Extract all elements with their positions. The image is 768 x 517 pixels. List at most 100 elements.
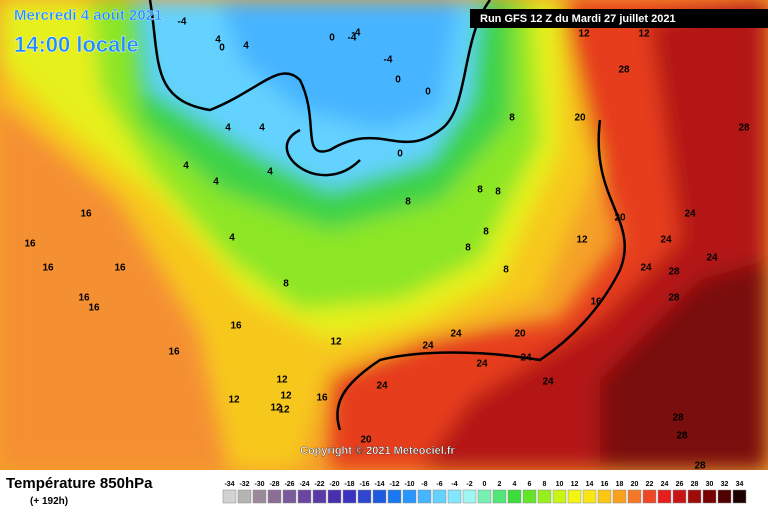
isotherm-label: 24 <box>542 377 554 388</box>
legend-label: 10 <box>556 481 564 488</box>
legend-label: -18 <box>344 481 354 488</box>
legend-swatch <box>642 489 657 504</box>
legend-label: -10 <box>404 481 414 488</box>
isotherm-label: 16 <box>114 263 126 274</box>
isotherm-label: 16 <box>316 393 328 404</box>
isotherm-label: 24 <box>684 209 696 220</box>
legend-swatch <box>417 489 432 504</box>
legend-swatch <box>507 489 522 504</box>
isotherm-label: 8 <box>495 187 501 198</box>
legend-swatch <box>492 489 507 504</box>
legend-label: 4 <box>513 481 517 488</box>
isotherm-label: 4 <box>213 177 219 188</box>
isotherm-label: 24 <box>660 235 672 246</box>
isotherm-label: 16 <box>78 293 90 304</box>
legend-swatch <box>312 489 327 504</box>
isotherm-label: 8 <box>477 185 483 196</box>
isotherm-label: 28 <box>738 123 750 134</box>
legend-label: 8 <box>543 481 547 488</box>
isotherm-label: 4 <box>243 41 249 52</box>
isotherm-label: 16 <box>230 321 242 332</box>
legend-swatch <box>297 489 312 504</box>
isotherm-label: 16 <box>42 263 54 274</box>
copyright: Copyright © 2021 Meteociel.fr <box>300 445 456 457</box>
isotherm-label: 16 <box>24 239 36 250</box>
run-info: Run GFS 12 Z du Mardi 27 juillet 2021 <box>480 13 676 25</box>
legend-label: 18 <box>616 481 624 488</box>
isotherm-label: 12 <box>270 403 282 414</box>
isotherm-label: 4 <box>215 35 221 46</box>
legend-label: -14 <box>374 481 384 488</box>
legend-swatch <box>597 489 612 504</box>
legend-label: 2 <box>498 481 502 488</box>
legend-swatch <box>447 489 462 504</box>
isotherm-label: 8 <box>509 113 515 124</box>
isotherm-label: 24 <box>450 329 462 340</box>
legend-label: -6 <box>436 481 442 488</box>
isotherm-label: 28 <box>676 431 688 442</box>
legend-swatch <box>462 489 477 504</box>
isotherm-label: 20 <box>614 213 626 224</box>
legend-swatch <box>522 489 537 504</box>
footer-lead: (+ 192h) <box>30 496 68 507</box>
isotherm-label: -4 <box>348 33 357 44</box>
legend-label: -32 <box>239 481 249 488</box>
legend-label: 34 <box>736 481 744 488</box>
legend-swatch <box>267 489 282 504</box>
legend-swatch <box>387 489 402 504</box>
forecast-time: 14:00 locale <box>14 32 139 57</box>
legend-label: 6 <box>528 481 532 488</box>
isotherm-label: 28 <box>668 267 680 278</box>
isotherm-label: 12 <box>276 375 288 386</box>
isotherm-label: 0 <box>425 87 431 98</box>
isotherm-label: -4 <box>352 28 361 39</box>
legend-swatch <box>717 489 732 504</box>
isotherm-label: 28 <box>672 413 684 424</box>
isotherm-label: 12 <box>576 235 588 246</box>
isotherm-label: 12 <box>330 337 342 348</box>
isotherm-label: 24 <box>376 381 388 392</box>
legend-swatch <box>672 489 687 504</box>
legend-label: -12 <box>389 481 399 488</box>
isotherm-label: 24 <box>640 263 652 274</box>
legend-label: 32 <box>721 481 729 488</box>
legend-swatch <box>402 489 417 504</box>
forecast-date: Mercredi 4 août 2021 <box>14 7 162 24</box>
isotherm-label: 28 <box>694 461 706 472</box>
isotherm-label: 4 <box>229 233 235 244</box>
isotherm-label: 8 <box>465 243 471 254</box>
isotherm-label: 12 <box>638 29 650 40</box>
isotherm-label: 0 <box>219 43 225 54</box>
run-box <box>470 9 768 28</box>
isotherm-label: 20 <box>514 329 526 340</box>
isotherm-label: 24 <box>520 353 532 364</box>
legend-label: -30 <box>254 481 264 488</box>
isotherm-label: 4 <box>183 161 189 172</box>
isotherm-label: 24 <box>476 359 488 370</box>
legend-label: 22 <box>646 481 654 488</box>
isotherm-label: 8 <box>283 279 289 290</box>
isotherm-label: 24 <box>706 253 718 264</box>
legend-label: 26 <box>676 481 684 488</box>
isotherm-label: 0 <box>395 75 401 86</box>
legend-label: -26 <box>284 481 294 488</box>
legend-swatch <box>477 489 492 504</box>
isotherm-label: 0 <box>397 149 403 160</box>
footer-title: Température 850hPa <box>6 475 153 492</box>
isotherm-label: -4 <box>384 55 393 66</box>
legend-swatch <box>537 489 552 504</box>
isotherm-label: 16 <box>80 209 92 220</box>
legend-swatch <box>612 489 627 504</box>
legend-swatch <box>222 489 237 504</box>
isotherm-label: 28 <box>618 65 630 76</box>
legend-label: 24 <box>661 481 669 488</box>
isotherm-label: 4 <box>267 167 273 178</box>
legend: -34 -32 -30 -28 -26 -24 -22 -20 -18 -16 -14 -12 -10-… <box>222 481 747 504</box>
legend-swatch <box>327 489 342 504</box>
legend-swatch <box>627 489 642 504</box>
isotherm-label: 20 <box>360 435 372 446</box>
legend-swatch <box>282 489 297 504</box>
isotherm-label: 16 <box>590 297 602 308</box>
